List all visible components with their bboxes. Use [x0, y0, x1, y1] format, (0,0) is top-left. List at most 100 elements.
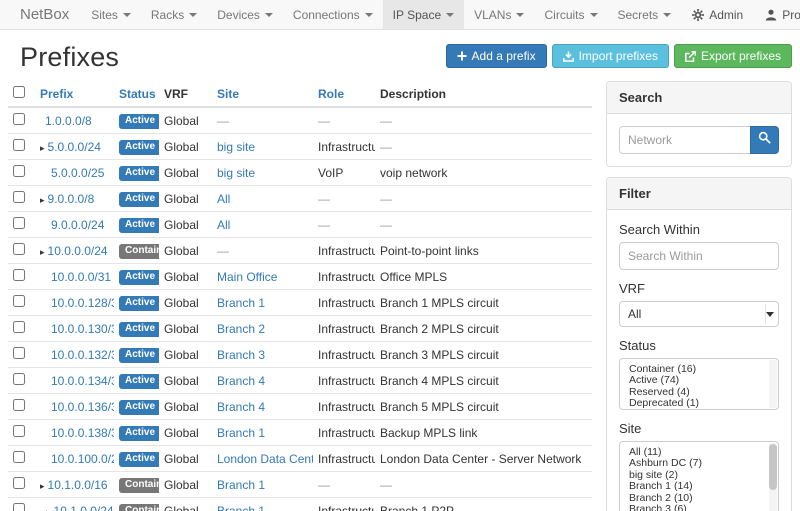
expand-arrow-icon[interactable]: ▸: [40, 246, 45, 257]
nav-item-racks[interactable]: Racks: [141, 0, 207, 29]
column-header-site[interactable]: Site: [212, 81, 313, 108]
site-listbox[interactable]: All (11) Ashburn DC (7) big site (2) Branch…: [619, 441, 779, 511]
search-input[interactable]: [619, 126, 750, 154]
nav-item-ip-space[interactable]: IP Space: [382, 0, 465, 29]
vrf-cell: Global: [159, 185, 212, 212]
listbox-option[interactable]: Branch 2 (10): [629, 491, 693, 504]
site-link[interactable]: big site: [217, 165, 256, 180]
role-cell: Infrastructure: [318, 269, 375, 284]
row-checkbox[interactable]: [13, 347, 25, 359]
expand-arrow-icon[interactable]: ▸: [40, 194, 45, 205]
import-prefixes-button[interactable]: Import prefixes: [551, 44, 669, 68]
prefix-link[interactable]: 10.0.0.130/31: [51, 321, 114, 336]
site-link[interactable]: big site: [217, 139, 256, 154]
select-all-checkbox[interactable]: [13, 86, 25, 98]
scrollbar-thumb[interactable]: [769, 444, 777, 490]
site-link[interactable]: Main Office: [217, 269, 278, 284]
vrf-select[interactable]: All: [619, 301, 779, 327]
prefix-link[interactable]: 10.0.0.0/24: [47, 243, 108, 258]
row-checkbox[interactable]: [13, 217, 25, 229]
vrf-cell: Global: [159, 445, 212, 472]
row-checkbox[interactable]: [13, 399, 25, 411]
status-listbox[interactable]: Container (16) Active (74) Reserved (4) Dep…: [619, 358, 779, 410]
site-link[interactable]: London Data Center: [217, 451, 313, 466]
nav-item-vlans[interactable]: VLANs: [464, 0, 534, 29]
listbox-option[interactable]: Reserved (4): [629, 385, 690, 398]
prefix-link[interactable]: 10.1.0.0/24: [53, 503, 114, 511]
chevron-down-icon: [516, 12, 525, 17]
table-row: 9.0.0.0/24 Active Global All — —: [8, 211, 592, 238]
site-label: Site: [619, 421, 642, 436]
column-header-prefix[interactable]: Prefix: [35, 81, 114, 108]
prefix-link[interactable]: 10.0.0.0/31: [51, 269, 112, 284]
prefix-link[interactable]: 5.0.0.0/25: [51, 165, 105, 180]
row-checkbox[interactable]: [13, 503, 25, 511]
row-checkbox[interactable]: [13, 139, 25, 151]
table-row: ▸ 9.0.0.0/8 Active Global All — —: [8, 185, 592, 212]
row-checkbox[interactable]: [13, 295, 25, 307]
site-link[interactable]: Branch 2: [217, 321, 266, 336]
add-a-prefix-button[interactable]: Add a prefix: [445, 44, 547, 68]
site-link[interactable]: Branch 1: [217, 425, 266, 440]
search-within-input[interactable]: [619, 242, 779, 270]
expand-arrow-icon[interactable]: ▸: [40, 480, 45, 491]
site-link[interactable]: Branch 1: [217, 477, 266, 492]
listbox-option[interactable]: Ashburn DC (7): [629, 457, 702, 470]
site-link[interactable]: Branch 1: [217, 295, 266, 310]
prefix-link[interactable]: 5.0.0.0/24: [47, 139, 101, 154]
site-link[interactable]: Branch 3: [217, 347, 266, 362]
search-button[interactable]: [749, 126, 779, 154]
site-link[interactable]: All: [217, 217, 231, 232]
prefix-link[interactable]: 10.0.0.134/31: [51, 373, 114, 388]
site-link[interactable]: Branch 4: [217, 373, 266, 388]
nav-item-circuits[interactable]: Circuits: [534, 0, 607, 29]
row-checkbox[interactable]: [13, 165, 25, 177]
listbox-option[interactable]: Active (74): [629, 374, 680, 387]
prefix-link[interactable]: 10.0.0.132/31: [51, 347, 114, 362]
row-checkbox[interactable]: [13, 477, 25, 489]
role-cell: Infrastructure: [318, 425, 375, 440]
prefix-link[interactable]: 10.0.0.136/31: [51, 399, 114, 414]
vrf-cell: Global: [159, 263, 212, 290]
nav-item-connections[interactable]: Connections: [283, 0, 383, 29]
role-cell: Infrastructure: [318, 399, 375, 414]
nav-item-devices[interactable]: Devices: [207, 0, 283, 29]
row-checkbox[interactable]: [13, 113, 25, 125]
site-link[interactable]: Branch 1: [217, 503, 266, 511]
row-checkbox[interactable]: [13, 451, 25, 463]
listbox-option[interactable]: All (11): [629, 446, 662, 458]
prefix-link[interactable]: 10.0.0.138/31: [51, 425, 114, 440]
nav-item-admin[interactable]: Admin: [681, 0, 754, 29]
prefix-link[interactable]: 10.0.0.128/31: [51, 295, 114, 310]
row-checkbox[interactable]: [13, 321, 25, 333]
listbox-option[interactable]: Container (16): [629, 363, 697, 375]
prefix-link[interactable]: 10.0.100.0/24: [51, 451, 114, 466]
row-checkbox[interactable]: [13, 243, 25, 255]
listbox-option[interactable]: Branch 1 (14): [629, 480, 693, 493]
expand-arrow-icon[interactable]: ▸: [40, 142, 45, 153]
prefix-table: Prefix Status VRF Site Role Description 1.0.0…: [8, 81, 592, 511]
row-checkbox[interactable]: [13, 269, 25, 281]
row-checkbox[interactable]: [13, 373, 25, 385]
site-link[interactable]: Branch 4: [217, 399, 266, 414]
export-prefixes-button[interactable]: Export prefixes: [673, 44, 792, 68]
status-badge: Active: [119, 322, 159, 337]
nav-item-secrets[interactable]: Secrets: [608, 0, 682, 29]
listbox-option[interactable]: Deprecated (1): [629, 397, 700, 410]
prefix-link[interactable]: 9.0.0.0/24: [51, 217, 105, 232]
prefix-link[interactable]: 9.0.0.0/8: [47, 191, 95, 206]
column-header-status[interactable]: Status: [114, 81, 159, 108]
status-badge: Active: [119, 218, 159, 233]
prefix-link[interactable]: 1.0.0.0/8: [45, 113, 92, 128]
prefix-link[interactable]: 10.1.0.0/16: [47, 477, 108, 492]
listbox-option[interactable]: Branch 3 (6): [629, 503, 687, 511]
listbox-option[interactable]: big site (2): [629, 468, 679, 481]
brand-logo[interactable]: NetBox: [20, 6, 70, 23]
column-header-role[interactable]: Role: [313, 81, 375, 108]
row-checkbox[interactable]: [13, 191, 25, 203]
nav-item-profile[interactable]: Profile: [754, 0, 800, 29]
nav-item-sites[interactable]: Sites: [81, 0, 141, 29]
expand-arrow-icon[interactable]: ▸: [46, 507, 51, 511]
row-checkbox[interactable]: [13, 425, 25, 437]
site-link[interactable]: All: [217, 191, 231, 206]
